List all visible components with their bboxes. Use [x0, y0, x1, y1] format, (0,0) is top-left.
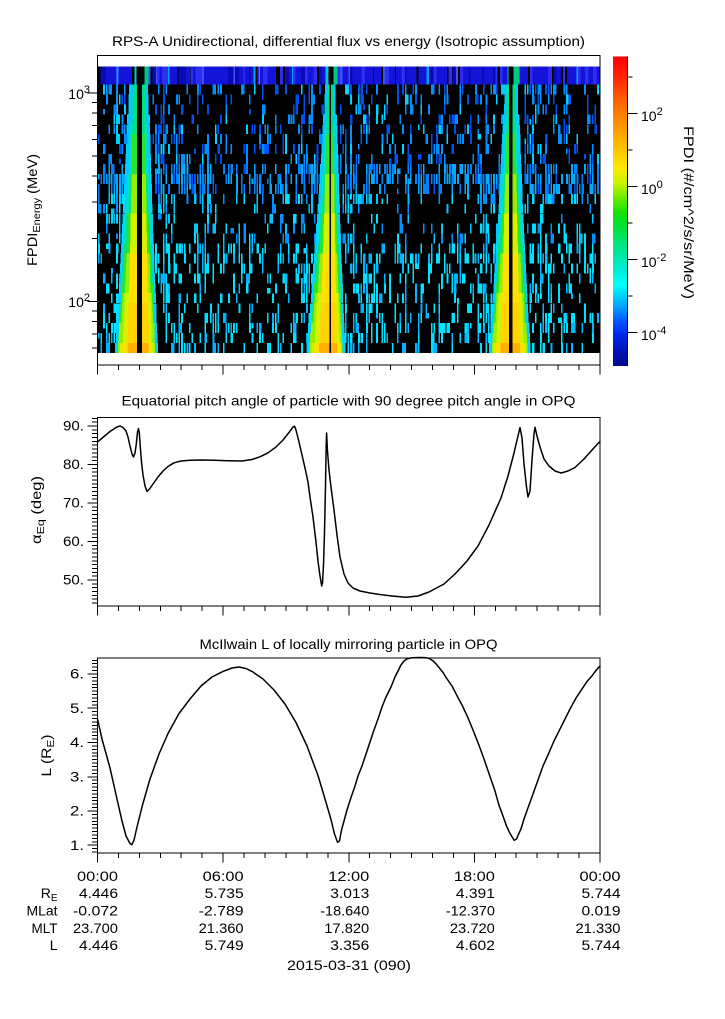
svg-text:21.360: 21.360	[199, 920, 244, 936]
svg-text:4.602: 4.602	[456, 937, 495, 953]
svg-text:23.720: 23.720	[450, 920, 495, 936]
svg-text:0.019: 0.019	[582, 903, 621, 919]
svg-text:60.: 60.	[63, 533, 84, 549]
svg-text:23.700: 23.700	[73, 920, 118, 936]
svg-text:00:00: 00:00	[580, 868, 621, 884]
svg-text:2015-03-31 (090): 2015-03-31 (090)	[287, 957, 411, 973]
svg-text:MLat: MLat	[27, 903, 58, 919]
svg-text:1.: 1.	[70, 837, 84, 853]
svg-text:MLT: MLT	[32, 920, 58, 936]
svg-text:21.330: 21.330	[576, 920, 621, 936]
svg-text:-12.370: -12.370	[446, 903, 495, 919]
svg-text:5.749: 5.749	[205, 937, 244, 953]
svg-text:3.: 3.	[70, 768, 84, 784]
svg-text:06:00: 06:00	[203, 868, 244, 884]
svg-text:-0.072: -0.072	[73, 903, 118, 919]
svg-text:4.: 4.	[70, 734, 84, 750]
svg-text:L: L	[50, 937, 58, 953]
svg-text:Equatorial pitch angle of part: Equatorial pitch angle of particle with …	[122, 393, 576, 409]
svg-text:5.744: 5.744	[582, 937, 621, 953]
svg-text:4.446: 4.446	[79, 885, 118, 901]
svg-text:5.735: 5.735	[205, 885, 244, 901]
svg-text:80.: 80.	[63, 456, 84, 472]
svg-text:17.820: 17.820	[324, 920, 369, 936]
svg-text:00:00: 00:00	[77, 868, 118, 884]
svg-text:FPDIEnergy (MeV): FPDIEnergy (MeV)	[24, 154, 43, 266]
svg-text:90.: 90.	[63, 418, 84, 434]
svg-text:70.: 70.	[63, 495, 84, 511]
svg-text:18:00: 18:00	[454, 868, 495, 884]
svg-text:4.391: 4.391	[456, 885, 495, 901]
svg-text:αEq (deg): αEq (deg)	[28, 476, 47, 544]
svg-text:RPS-A Unidirectional, differen: RPS-A Unidirectional, differential flux …	[112, 33, 585, 49]
svg-text:3.356: 3.356	[330, 937, 369, 953]
svg-text:FPDI (#/cm^2/s/sr/MeV): FPDI (#/cm^2/s/sr/MeV)	[681, 126, 697, 299]
svg-text:2.: 2.	[70, 803, 84, 819]
svg-text:50.: 50.	[63, 572, 84, 588]
svg-text:-18.640: -18.640	[320, 903, 369, 919]
svg-text:5.744: 5.744	[582, 885, 621, 901]
svg-text:12:00: 12:00	[328, 868, 369, 884]
svg-text:McIlwain L of locally mirrorin: McIlwain L of locally mirroring particle…	[200, 636, 498, 652]
svg-text:5.: 5.	[70, 700, 84, 716]
svg-text:4.446: 4.446	[79, 937, 118, 953]
svg-text:6.: 6.	[70, 666, 84, 682]
svg-text:3.013: 3.013	[330, 885, 369, 901]
svg-text:-2.789: -2.789	[199, 903, 244, 919]
